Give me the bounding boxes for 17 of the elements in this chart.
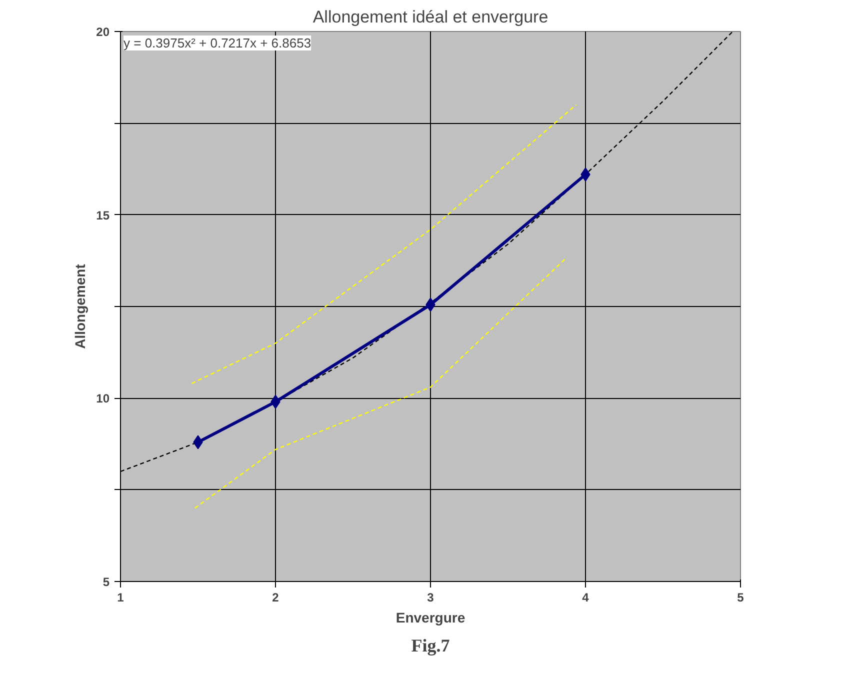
annotation: y = 0.3975x² + 0.7217x + 6.8653 [124, 36, 312, 50]
line-series [191, 104, 577, 384]
x-tick-label: 5 [737, 590, 744, 604]
y-tick-label: 10 [96, 392, 110, 406]
chart-title: Allongement idéal et envergure [312, 8, 548, 26]
x-axis-title: Envergure [396, 610, 466, 626]
x-tick-label: 4 [582, 590, 590, 604]
x-tick-label: 1 [117, 590, 124, 604]
y-tick-label: 15 [96, 208, 110, 222]
caption: Fig.7 [411, 636, 450, 656]
line-series [194, 258, 566, 509]
y-axis-title: Allongement [72, 264, 88, 349]
point [580, 168, 590, 182]
x-tick-label: 2 [272, 590, 280, 604]
y-tick-label: 20 [96, 25, 110, 39]
x-tick-label: 3 [427, 590, 434, 604]
y-tick-label: 5 [102, 575, 110, 589]
